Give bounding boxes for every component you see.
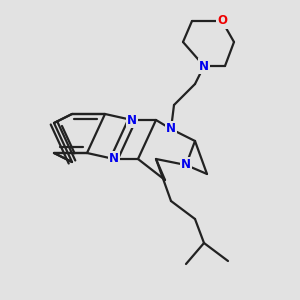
Text: N: N <box>181 158 191 172</box>
Text: N: N <box>199 59 209 73</box>
Text: N: N <box>109 152 119 166</box>
Text: O: O <box>217 14 227 28</box>
Text: N: N <box>166 122 176 136</box>
Text: N: N <box>127 113 137 127</box>
